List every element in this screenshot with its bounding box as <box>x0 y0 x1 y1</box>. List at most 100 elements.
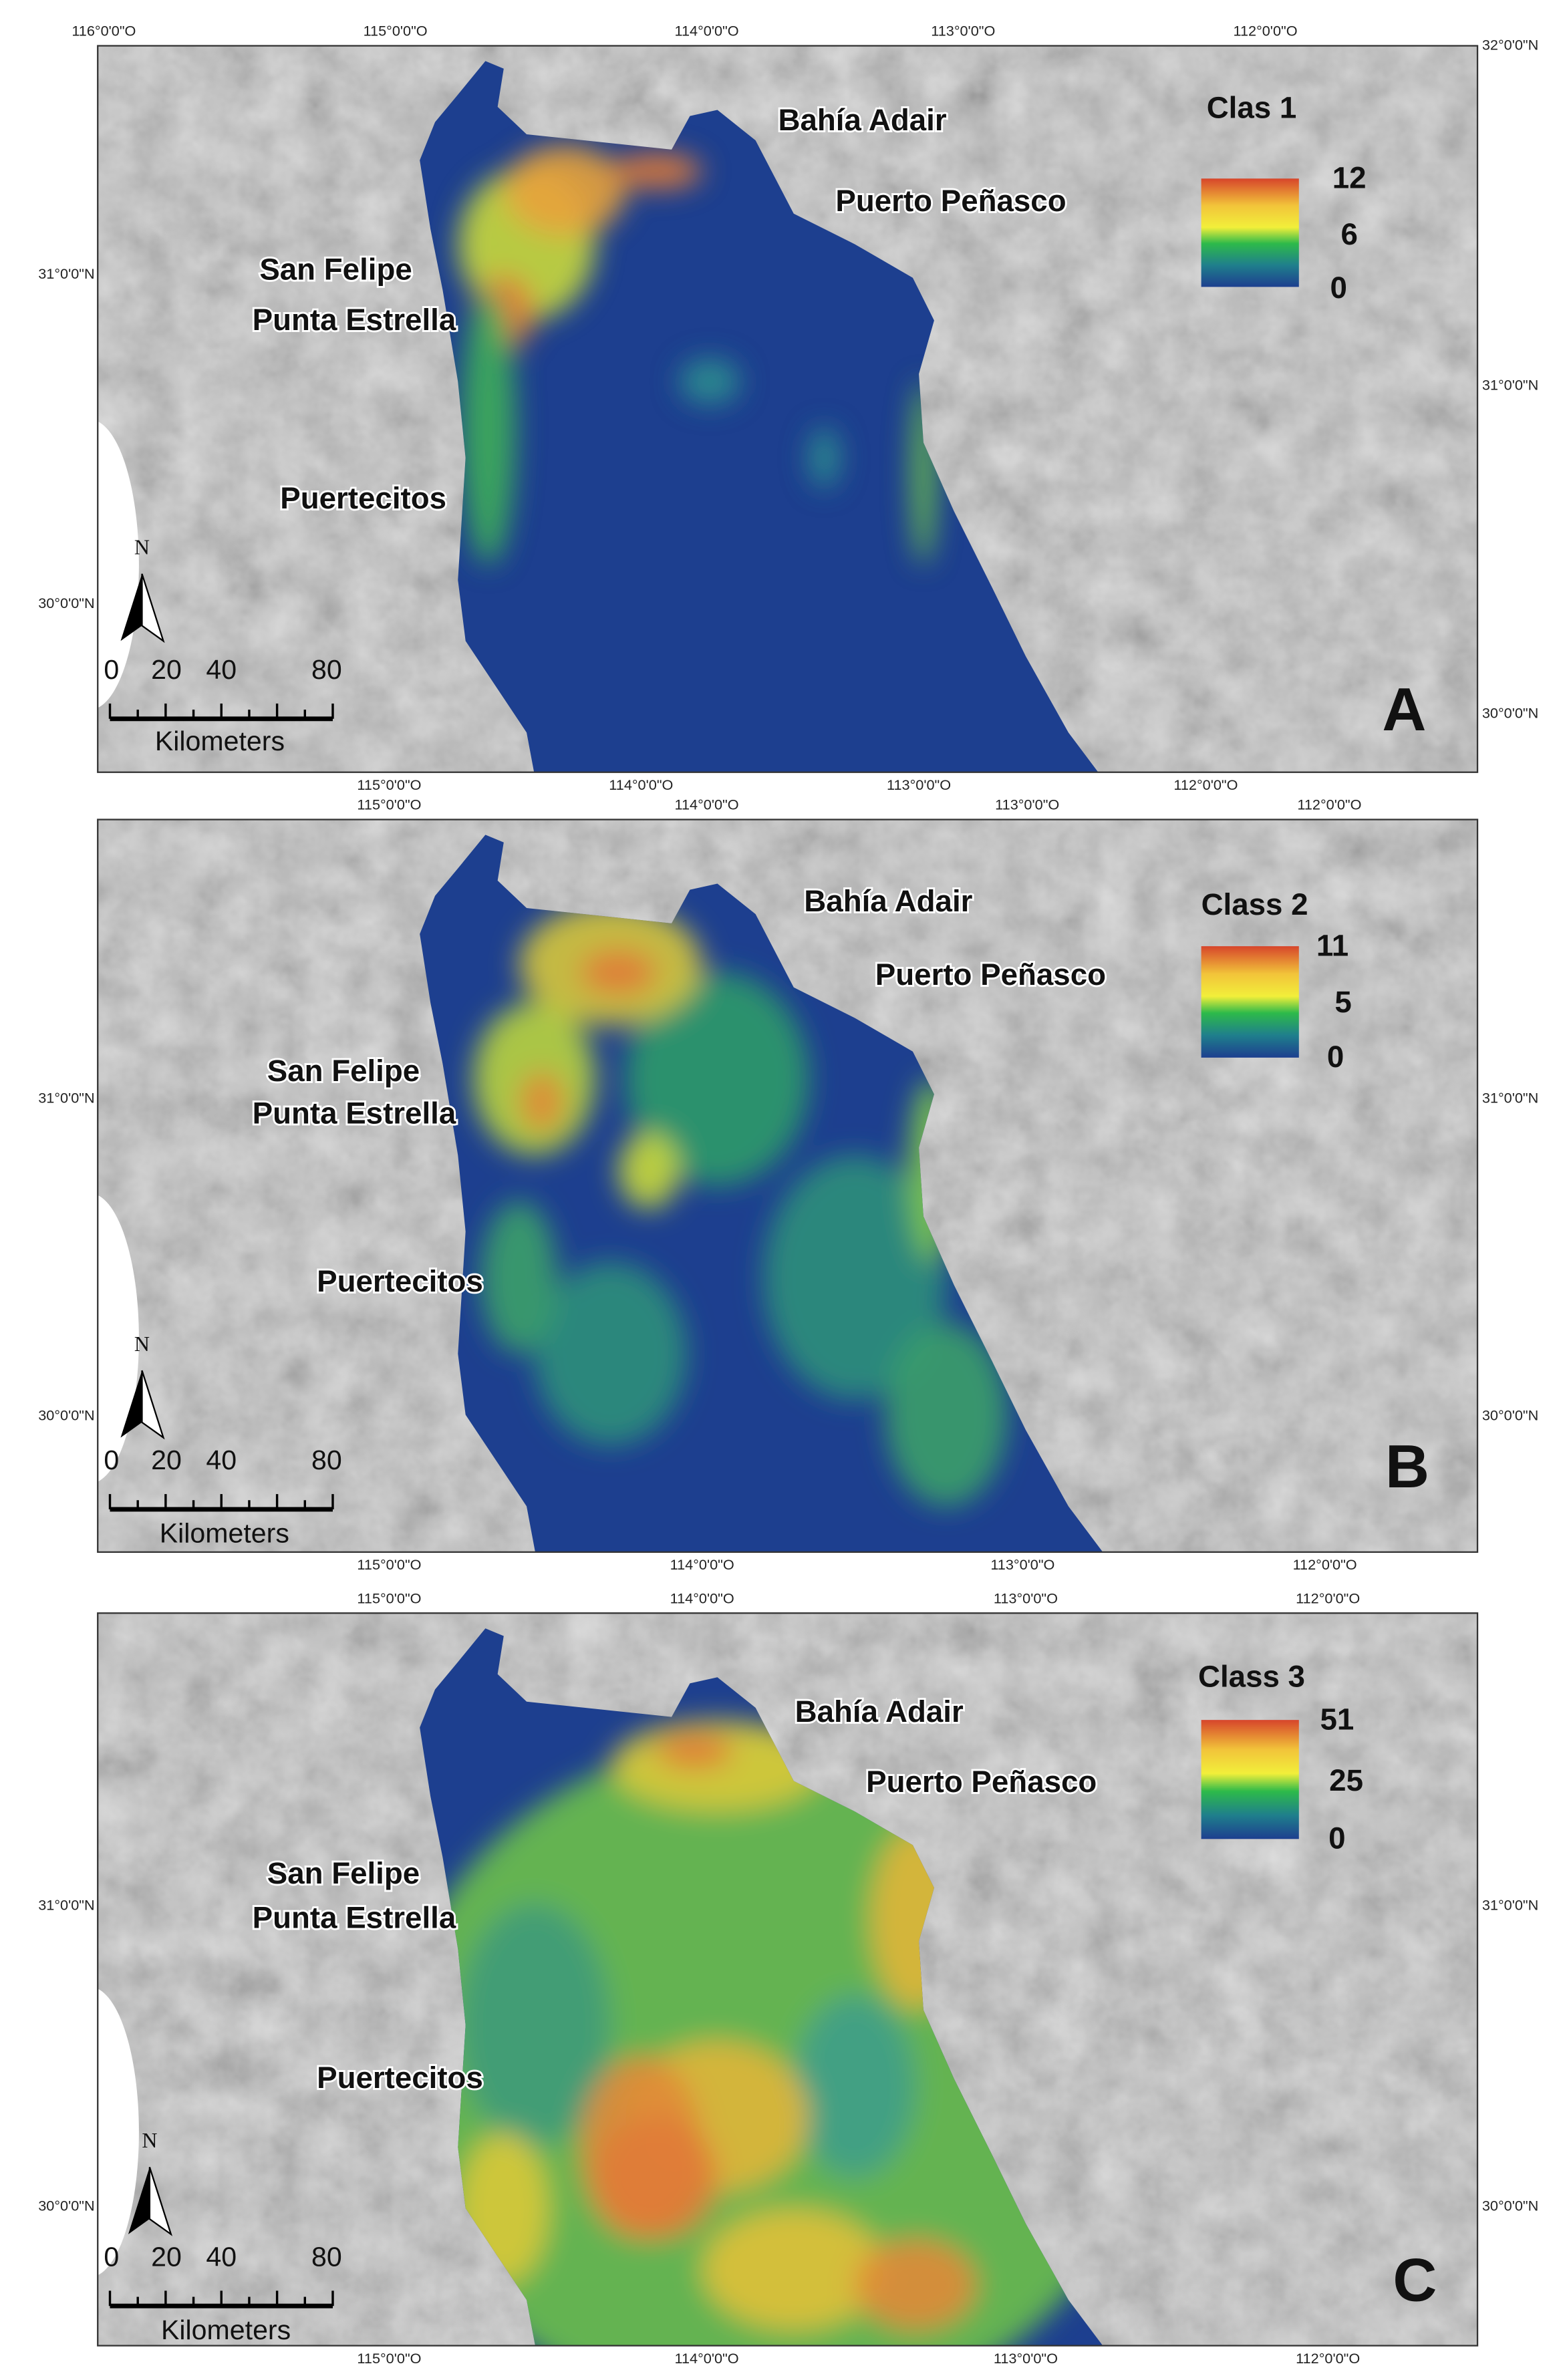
frame <box>97 1612 1479 2347</box>
legend-tick: 51 <box>1320 1702 1354 1736</box>
map-body <box>98 819 1478 1552</box>
lon-label: 113°0'0"O <box>887 776 951 793</box>
legend-tick: 0 <box>1330 271 1346 305</box>
lon-label: 115°0'0"O <box>357 796 421 813</box>
map-body <box>98 45 1478 772</box>
density-patch <box>618 1132 680 1209</box>
lat-label: 30°0'0"N <box>1482 705 1538 722</box>
place-name: Puertecitos <box>317 2061 483 2095</box>
legend-tick: 11 <box>1316 928 1348 962</box>
scale-label: 20 <box>151 1445 182 1475</box>
lon-label: 114°0'0"O <box>675 2350 739 2367</box>
lon-label: 115°0'0"O <box>357 776 421 793</box>
lon-label: 113°0'0"O <box>931 23 995 39</box>
lat-label: 31°0'0"N <box>38 1089 94 1106</box>
density-patch <box>855 2238 977 2331</box>
place-name: Bahía Adair <box>795 1694 964 1729</box>
scale-label: 40 <box>206 2241 237 2272</box>
lon-label: 114°0'0"O <box>609 776 673 793</box>
panel-letter: A <box>1382 676 1426 744</box>
lon-label: 115°0'0"O <box>357 2350 421 2367</box>
density <box>473 903 1008 1507</box>
lat-label: 30°0'0"N <box>38 595 94 611</box>
map-body <box>98 1613 1478 2346</box>
scale-unit: Kilometers <box>155 726 285 756</box>
color-ramp <box>1201 946 1299 1058</box>
density-blur <box>458 144 936 565</box>
lon-label: 112°0'0"O <box>1296 2350 1360 2367</box>
place-name: Punta Estrella <box>253 1900 456 1934</box>
density-patch <box>809 427 840 488</box>
north-arrow-right <box>141 573 165 643</box>
place-name: Puertecitos <box>280 481 446 515</box>
pacific-sea <box>98 421 139 708</box>
legend-tick: 12 <box>1332 161 1367 195</box>
legend-tick: 6 <box>1340 217 1357 251</box>
density-blur <box>473 903 1008 1507</box>
panel-letter: C <box>1393 2246 1437 2314</box>
north-arrow-right <box>148 2167 173 2236</box>
frame <box>97 819 1479 1553</box>
lat-label: 30°0'0"N <box>38 1406 94 1423</box>
legend-title: Clas 1 <box>1207 91 1297 125</box>
density <box>458 144 936 565</box>
density-patch <box>679 358 740 405</box>
legend-tick: 5 <box>1334 985 1351 1019</box>
place-name: Puertecitos <box>317 1264 483 1298</box>
density-patch <box>503 144 626 237</box>
north-arrow-right <box>141 1370 165 1440</box>
density-patch <box>580 949 657 996</box>
place-name: San Felipe <box>267 1856 420 1890</box>
north-label: N <box>134 536 150 559</box>
scale-unit: Kilometers <box>161 2315 291 2345</box>
lat-label: 31°0'0"N <box>38 1897 94 1914</box>
density-patch <box>595 2116 718 2239</box>
place-name: Punta Estrella <box>253 303 456 337</box>
lon-label: 114°0'0"O <box>675 23 739 39</box>
scale-label: 80 <box>311 2241 342 2272</box>
place-name: Bahía Adair <box>804 884 972 918</box>
north-arrow-left <box>120 573 142 641</box>
scale-label: 0 <box>104 2241 119 2272</box>
map-panel: 115°0'0"O 114°0'0"O 113°0'0"O 112°0'0"O 115°… <box>38 1590 1538 2367</box>
legend-title: Class 2 <box>1201 887 1308 921</box>
density-patch <box>458 1903 611 2147</box>
lat-label: 30°0'0"N <box>1482 2197 1538 2214</box>
scale-label: 80 <box>311 1445 342 1475</box>
lon-label: 116°0'0"O <box>72 23 136 39</box>
lon-label: 113°0'0"O <box>994 2350 1058 2367</box>
lon-label: 113°0'0"O <box>995 796 1059 813</box>
scale-label: 0 <box>104 1445 119 1475</box>
lon-label: 114°0'0"O <box>675 796 739 813</box>
lon-label: 113°0'0"O <box>990 1556 1054 1573</box>
density-patch <box>610 152 702 190</box>
lon-label: 114°0'0"O <box>670 1590 734 1606</box>
density-patch <box>656 1732 733 1769</box>
legend-tick: 0 <box>1328 1821 1345 1855</box>
panel-letter: B <box>1385 1433 1429 1501</box>
lon-label: 112°0'0"O <box>1297 796 1361 813</box>
place-name: Puerto Peñasco <box>866 1765 1097 1799</box>
density-patch <box>480 1201 557 1354</box>
lon-label: 115°0'0"O <box>364 23 428 39</box>
map-panel: 116°0'0"O 115°0'0"O 114°0'0"O 113°0'0"O 112°… <box>38 23 1538 793</box>
scale-label: 40 <box>206 1445 237 1475</box>
north-arrow-left <box>128 2167 150 2234</box>
pacific-sea <box>98 1195 139 1482</box>
lat-label: 31°0'0"N <box>38 265 94 282</box>
density-patch <box>625 972 809 1186</box>
lat-label: 31°0'0"N <box>1482 1089 1538 1106</box>
density-patch <box>885 1323 1008 1507</box>
lat-label: 30°0'0"N <box>1482 1406 1538 1423</box>
scale-label: 20 <box>151 2241 182 2272</box>
lat-label: 30°0'0"N <box>38 2197 94 2214</box>
scale-label: 40 <box>206 654 237 685</box>
lon-label: 112°0'0"O <box>1296 1590 1360 1606</box>
scale-label: 0 <box>104 654 119 685</box>
density-patch <box>793 1994 916 2178</box>
lon-label: 115°0'0"O <box>357 1556 421 1573</box>
lon-label: 113°0'0"O <box>994 1590 1058 1606</box>
density-patch <box>702 2208 885 2331</box>
north-label: N <box>142 2129 157 2152</box>
